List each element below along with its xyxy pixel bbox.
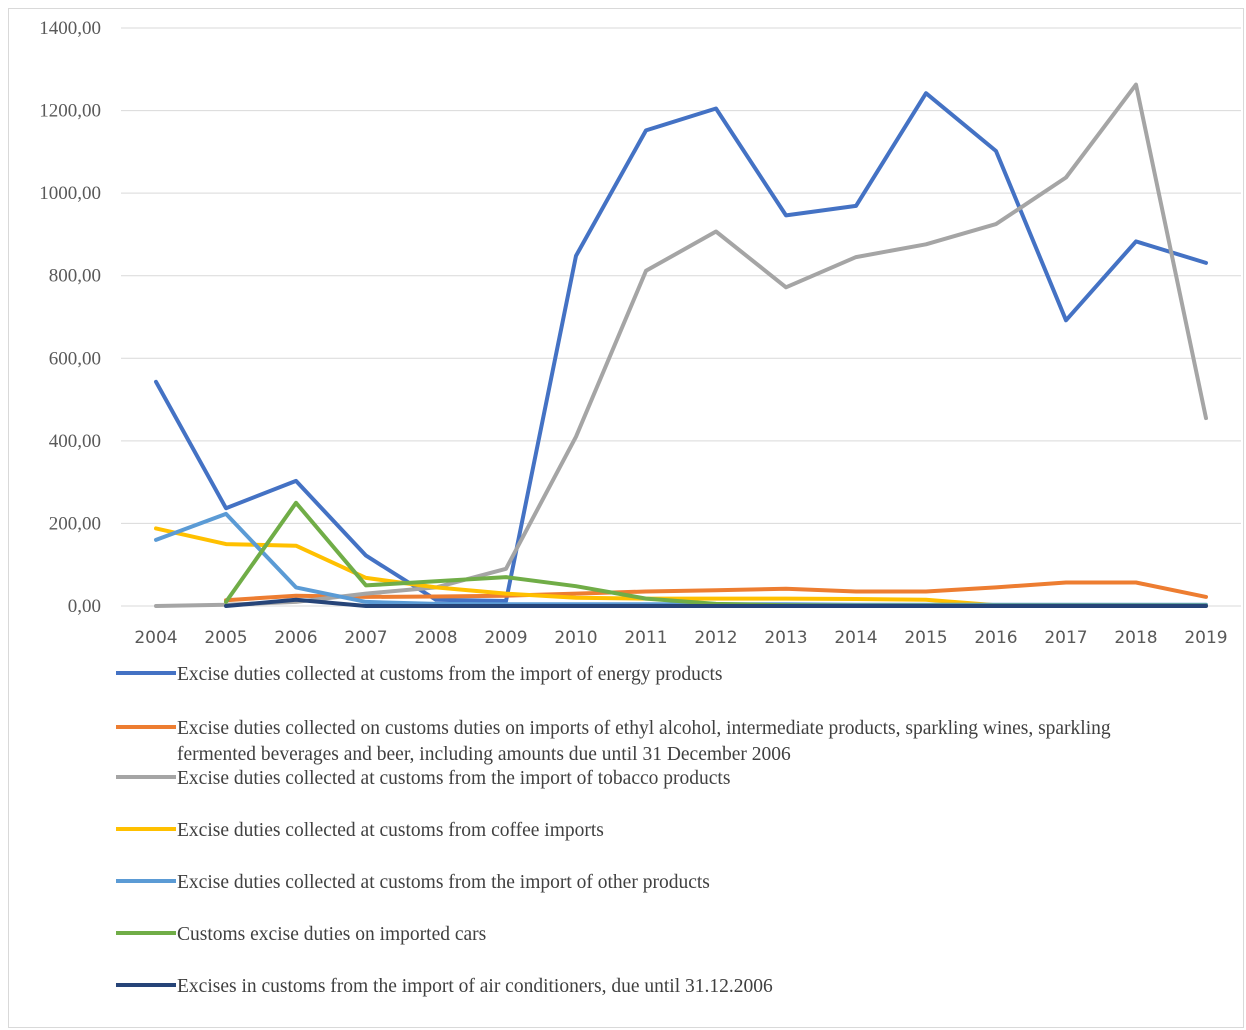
x-tick-label: 2010 <box>554 628 597 648</box>
y-tick-label: 0,00 <box>68 596 101 617</box>
x-tick-label: 2008 <box>414 628 457 648</box>
x-tick-label: 2016 <box>974 628 1017 648</box>
y-tick-label: 1200,00 <box>39 101 101 122</box>
legend-entry: Excise duties collected at customs from … <box>177 820 604 841</box>
x-tick-label: 2004 <box>134 628 177 648</box>
x-tick-label: 2006 <box>274 628 317 648</box>
y-tick-label: 1000,00 <box>39 183 101 204</box>
series-line-2 <box>224 580 1208 603</box>
x-tick-label: 2013 <box>764 628 807 648</box>
y-tick-label: 800,00 <box>49 266 101 287</box>
x-tick-label: 2015 <box>904 628 947 648</box>
x-tick-label: 2014 <box>834 628 877 648</box>
x-tick-label: 2011 <box>624 628 667 648</box>
y-tick-label: 600,00 <box>49 348 101 369</box>
y-tick-label: 200,00 <box>49 513 101 534</box>
legend-entry: Excise duties collected at customs from … <box>177 664 723 685</box>
legend-entry: Customs excise duties on imported cars <box>177 924 486 945</box>
x-tick-label: 2019 <box>1184 628 1227 648</box>
x-tick-label: 2005 <box>204 628 247 648</box>
x-tick-label: 2018 <box>1114 628 1157 648</box>
legend-entry: Excise duties collected at customs from … <box>177 768 730 789</box>
y-tick-label: 1400,00 <box>39 18 101 39</box>
chart-frame: 0,00 200,00 400,00 600,00 800,00 1000,00 1200,… <box>8 8 1244 1028</box>
series-line-7 <box>224 597 1208 608</box>
y-tick-label: 400,00 <box>49 431 101 452</box>
legend-entry: Excise duties collected at customs from … <box>177 872 710 893</box>
x-tick-label: 2007 <box>344 628 387 648</box>
x-tick-label: 2017 <box>1044 628 1087 648</box>
series-line-1 <box>154 91 1208 603</box>
series-line-3 <box>154 82 1208 608</box>
legend-entry: Excises in customs from the import of ai… <box>177 976 773 997</box>
x-tick-label: 2009 <box>484 628 527 648</box>
x-tick-label: 2012 <box>694 628 737 648</box>
legend-entry: Excise duties collected on customs dutie… <box>177 718 1111 765</box>
line-chart: 0,00 200,00 400,00 600,00 800,00 1000,00 1200,… <box>39 18 1241 997</box>
